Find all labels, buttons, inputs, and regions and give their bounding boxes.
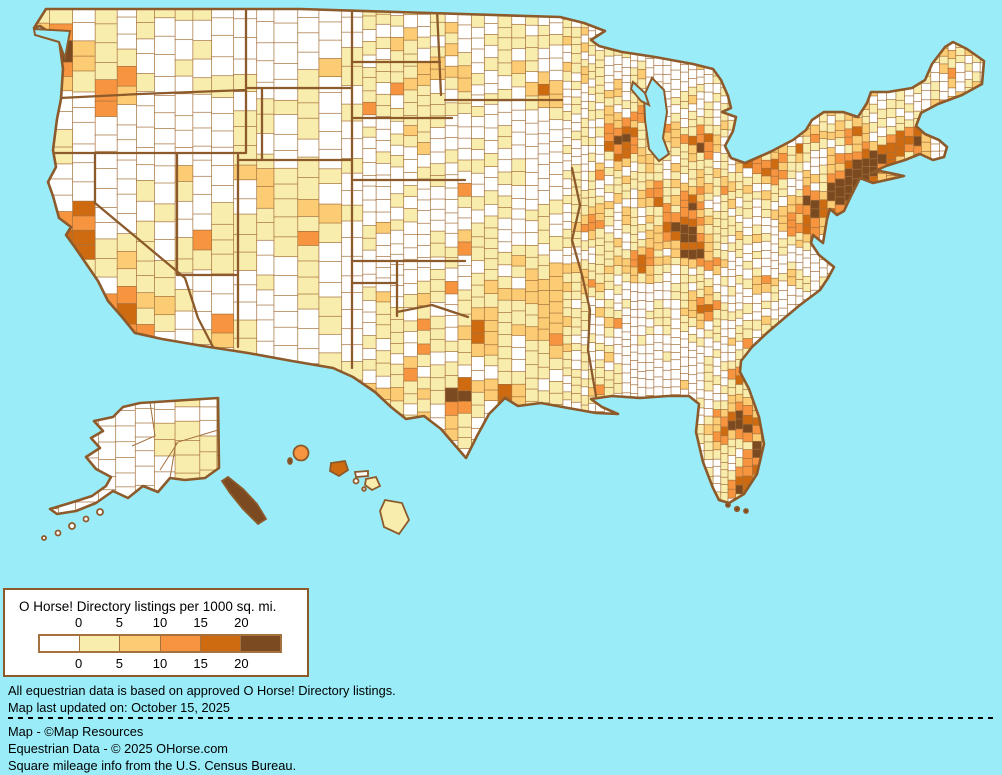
legend-tick: 5: [115, 656, 123, 671]
legend-tick: 10: [152, 656, 168, 671]
green-bay: [629, 80, 651, 107]
island-molokai: [353, 470, 369, 478]
alaska-panhandle: [220, 475, 268, 526]
legend-tick: 15: [193, 615, 208, 630]
legend-ticks-bottom: 0 5 10 15 20: [38, 656, 282, 672]
island-hawaii: [379, 498, 411, 536]
hawaii-islands: [287, 444, 411, 536]
legend-swatch: [40, 636, 80, 651]
legend-tick: 5: [115, 615, 123, 630]
legend-box: O Horse! Directory listings per 1000 sq.…: [3, 588, 309, 677]
legend-tick: 15: [193, 656, 208, 671]
alaska-county-layer: [50, 398, 219, 514]
credit-equestrian-data: Equestrian Data - © 2025 OHorse.com: [8, 741, 228, 756]
legend-swatch: [159, 636, 200, 651]
state-borders-layer: [34, 9, 598, 398]
credit-map-source: Map - ©Map Resources: [8, 724, 144, 739]
legend-tick: 10: [152, 615, 168, 630]
us-coast-outline: [32, 7, 986, 505]
aleutian-islands: [41, 508, 104, 541]
legend-swatch: [239, 636, 281, 651]
island-kahoolawe: [361, 486, 367, 492]
last-updated: Map last updated on: October 15, 2025: [8, 700, 230, 715]
lake-michigan: [642, 76, 671, 163]
legend-tick: 20: [234, 656, 249, 671]
island-lanai: [352, 477, 360, 485]
us-county-choropleth-map: [32, 7, 986, 541]
legend-title: O Horse! Directory listings per 1000 sq.…: [19, 599, 277, 614]
alaska-borough-borders: [131, 401, 219, 479]
legend-tick: 20: [234, 615, 249, 630]
legend-swatch: [119, 636, 160, 651]
island-oahu: [329, 460, 350, 478]
island-maui: [364, 475, 382, 492]
legend-color-bar: [38, 634, 282, 653]
legend-tick: 0: [75, 615, 83, 630]
data-disclaimer: All equestrian data is based on approved…: [8, 683, 396, 698]
puget-sound: [32, 27, 72, 62]
island-niihau: [287, 457, 293, 465]
credit-census: Square mileage info from the U.S. Census…: [8, 758, 297, 773]
legend-tick: 0: [75, 656, 83, 671]
separator-dashed-line: [8, 717, 995, 719]
legend-swatch: [199, 636, 240, 651]
florida-keys: [725, 502, 749, 514]
alaska-coast-outline: [48, 396, 221, 516]
legend-ticks-top: 0 5 10 15 20: [38, 615, 282, 631]
island-kauai: [292, 444, 310, 462]
legend-swatch: [79, 636, 120, 651]
